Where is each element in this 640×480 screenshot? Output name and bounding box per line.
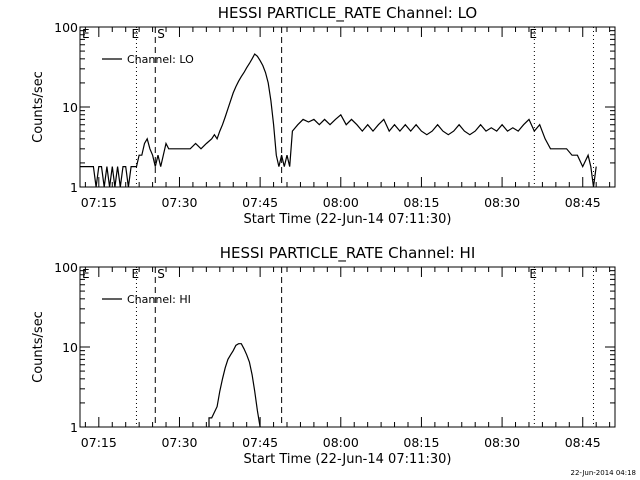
x-tick-label: 08:30: [484, 195, 520, 210]
x-tick-label: 07:45: [242, 435, 278, 450]
marker-label: E: [529, 267, 537, 281]
x-tick-label: 08:30: [484, 435, 520, 450]
y-tick-label: 100: [54, 260, 78, 275]
x-axis-label: Start Time (22-Jun-14 07:11:30): [244, 212, 452, 227]
x-tick-label: 08:00: [323, 195, 359, 210]
x-tick-label: 07:45: [242, 195, 278, 210]
y-axis: 1 10 100: [54, 260, 615, 435]
x-tick-label: 07:30: [161, 435, 197, 450]
x-tick-label: 08:45: [565, 195, 601, 210]
legend-label: Channel: HI: [127, 293, 191, 306]
x-tick-label: 08:15: [403, 195, 439, 210]
x-tick-label: 07:15: [81, 435, 117, 450]
x-tick-label: 08:00: [323, 435, 359, 450]
legend-label: Channel: LO: [127, 53, 194, 66]
x-axis-label: Start Time (22-Jun-14 07:11:30): [244, 452, 452, 467]
x-axis: 07:15 07:30 07:45 08:00 08:15 08:30 08:45: [81, 27, 611, 210]
event-markers: E S EE: [82, 27, 594, 187]
x-tick-label: 07:30: [161, 195, 197, 210]
marker-label: S: [157, 267, 165, 281]
series-line: [208, 343, 261, 428]
plot-timestamp: 22-Jun-2014 04:18: [571, 469, 637, 477]
marker-label: E: [529, 27, 537, 41]
y-tick-label: 1: [70, 420, 78, 435]
y-tick-label: 10: [62, 340, 78, 355]
y-axis-label: Counts/sec: [31, 311, 46, 383]
y-axis: 1 10 100: [54, 20, 615, 195]
y-tick-label: 10: [62, 100, 78, 115]
x-tick-label: 07:15: [81, 195, 117, 210]
marker-label: E: [82, 267, 90, 281]
marker-label: E: [82, 27, 90, 41]
x-tick-label: 08:15: [403, 435, 439, 450]
marker-label: E: [131, 27, 139, 41]
marker-label: S: [157, 27, 165, 41]
y-axis-label: Counts/sec: [31, 71, 46, 143]
marker-label: E: [131, 267, 139, 281]
event-markers: E S EE: [82, 267, 594, 427]
y-tick-label: 1: [70, 180, 78, 195]
chart-panel-lo: HESSI PARTICLE_RATE Channel: LO11010007:…: [31, 4, 616, 227]
chart-title: HESSI PARTICLE_RATE Channel: HI: [220, 244, 476, 263]
y-tick-label: 100: [54, 20, 78, 35]
x-tick-label: 08:45: [565, 435, 601, 450]
chart-panel-hi: HESSI PARTICLE_RATE Channel: HI11010007:…: [31, 244, 616, 467]
series-line: [80, 53, 597, 188]
chart-title: HESSI PARTICLE_RATE Channel: LO: [218, 4, 477, 23]
x-axis: 07:15 07:30 07:45 08:00 08:15 08:30 08:45: [81, 267, 611, 450]
